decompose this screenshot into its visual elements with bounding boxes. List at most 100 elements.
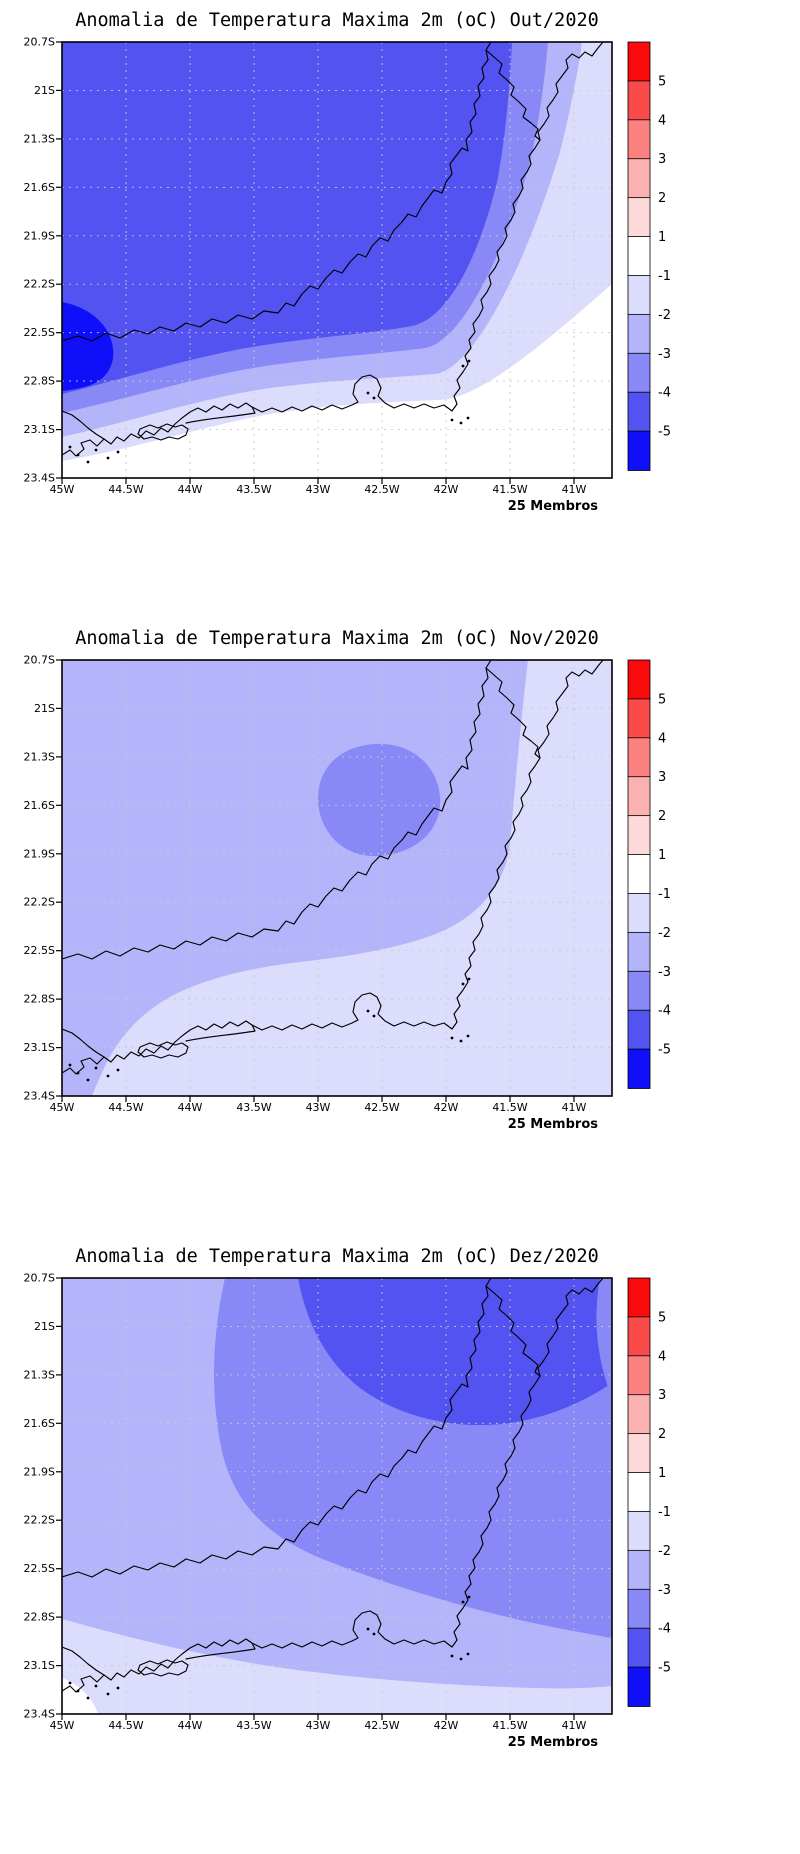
lat-tick-label: 22.8S [24, 993, 55, 1006]
colorbar-segment [627, 698, 651, 739]
colorbar-segment [627, 80, 651, 121]
lat-axis-labels: 20.7S 21S 21.3S 21.6S 21.9S 22.2S 22.5S 22.8S 23… [24, 36, 55, 485]
colorbar-segment [627, 313, 651, 355]
lat-tick-label: 23.4S [24, 472, 55, 485]
map-figure-out2020: Anomalia de Temperatura Maxima 2m (oC) O… [24, 10, 671, 514]
lon-axis-labels: 45W 44.5W 44W 43.5W 43W 42.5W 42W 41.5W 41W [50, 483, 587, 496]
band-minus3-blob [318, 743, 441, 857]
lon-tick-label: 45W [50, 1101, 75, 1114]
lat-tick-label: 21.3S [24, 1368, 55, 1381]
colorbar-tick-label: 3 [658, 152, 666, 167]
colorbar-segment [627, 1048, 651, 1089]
panel-title: Anomalia de Temperatura Maxima 2m (oC) N… [75, 628, 598, 649]
lon-tick-label: 42.5W [364, 1719, 399, 1732]
panel-dez2020: Anomalia de Temperatura Maxima 2m (oC) D… [0, 1236, 800, 1854]
band-minus1 [62, 1619, 612, 1714]
lat-tick-label: 21.3S [24, 750, 55, 763]
colorbar-tick-label: 2 [658, 809, 666, 824]
lat-tick-label: 21.9S [24, 229, 55, 242]
contour-field [62, 660, 612, 1096]
lat-axis-labels: 20.7S 21S 21.3S 21.6S 21.9S 22.2S 22.5S 22.8S 23… [24, 654, 55, 1103]
colorbar-tick-label: -1 [658, 1505, 671, 1520]
colorbar-segment [627, 1316, 651, 1357]
map-figure-nov2020: Anomalia de Temperatura Maxima 2m (oC) N… [24, 628, 671, 1132]
map-figure-dez2020: Anomalia de Temperatura Maxima 2m (oC) D… [24, 1246, 671, 1750]
contour-field [62, 42, 612, 478]
colorbar-segment [627, 1549, 651, 1591]
lat-tick-label: 21.6S [24, 1417, 55, 1430]
colorbar-segment [627, 776, 651, 817]
colorbar-segment [627, 352, 651, 394]
colorbar-tick-label: 2 [658, 1427, 666, 1442]
lat-tick-label: 21S [34, 84, 55, 97]
lon-tick-label: 41.5W [492, 483, 527, 496]
lon-tick-label: 41.5W [492, 1101, 527, 1114]
colorbar-segment [627, 1433, 651, 1474]
colorbar-segment [627, 1277, 651, 1318]
colorbar-tick-label: -2 [658, 926, 671, 941]
colorbar-segment [627, 158, 651, 199]
ensemble-members-label: 25 Membros [508, 1117, 599, 1132]
lat-tick-label: 22.8S [24, 1611, 55, 1624]
colorbar-tick-label: 4 [658, 731, 666, 746]
colorbar-tick-label: 5 [658, 74, 666, 89]
lon-tick-label: 42.5W [364, 483, 399, 496]
colorbar: 5 4 3 2 1 -1 -2 -3 -4 -5 [627, 659, 671, 1089]
lat-tick-label: 23.1S [24, 423, 55, 436]
lat-tick-label: 22.2S [24, 278, 55, 291]
lon-tick-label: 41.5W [492, 1719, 527, 1732]
colorbar-segment [627, 119, 651, 160]
colorbar-segment [627, 236, 651, 277]
colorbar-tick-label: -1 [658, 887, 671, 902]
colorbar-segment [627, 893, 651, 934]
lat-tick-label: 23.1S [24, 1041, 55, 1054]
colorbar-segment [627, 1666, 651, 1707]
lon-tick-label: 44.5W [108, 483, 143, 496]
colorbar-segment [627, 659, 651, 700]
colorbar-tick-label: 4 [658, 1349, 666, 1364]
colorbar-tick-label: 5 [658, 692, 666, 707]
lon-tick-label: 44W [178, 1101, 203, 1114]
panel-out2020: Anomalia de Temperatura Maxima 2m (oC) O… [0, 0, 800, 618]
lat-tick-label: 21.6S [24, 181, 55, 194]
band-near-zero [62, 284, 612, 478]
colorbar-segment [627, 275, 651, 316]
lat-tick-label: 22.5S [24, 326, 55, 339]
lat-tick-label: 22.5S [24, 1562, 55, 1575]
lon-tick-label: 43W [306, 1719, 331, 1732]
lat-tick-label: 21S [34, 702, 55, 715]
ensemble-members-label: 25 Membros [508, 1735, 599, 1750]
colorbar-tick-label: -3 [658, 965, 671, 980]
colorbar-tick-label: -2 [658, 1544, 671, 1559]
colorbar-tick-label: -4 [658, 386, 671, 401]
colorbar-tick-label: 3 [658, 770, 666, 785]
colorbar: 5 4 3 2 1 -1 -2 -3 -4 -5 [627, 41, 671, 471]
lat-tick-label: 22.2S [24, 1514, 55, 1527]
lat-tick-label: 21.6S [24, 799, 55, 812]
colorbar-tick-label: 1 [658, 230, 666, 245]
band-minus4-core [298, 1278, 612, 1426]
lat-tick-label: 22.5S [24, 944, 55, 957]
colorbar-tick-label: 1 [658, 1466, 666, 1481]
band-minus1 [62, 42, 612, 478]
lat-tick-label: 20.7S [24, 36, 55, 49]
lat-tick-label: 23.4S [24, 1708, 55, 1721]
lon-tick-label: 44W [178, 483, 203, 496]
panel-title: Anomalia de Temperatura Maxima 2m (oC) D… [75, 1246, 598, 1267]
colorbar-segment [627, 391, 651, 432]
lat-tick-label: 23.4S [24, 1090, 55, 1103]
colorbar-tick-label: 4 [658, 113, 666, 128]
colorbar-segment [627, 41, 651, 82]
lat-tick-label: 20.7S [24, 1272, 55, 1285]
colorbar-tick-label: 3 [658, 1388, 666, 1403]
lon-tick-label: 44.5W [108, 1719, 143, 1732]
colorbar-tick-label: -5 [658, 1043, 671, 1058]
lon-tick-label: 44.5W [108, 1101, 143, 1114]
lon-tick-label: 41W [562, 483, 587, 496]
colorbar-tick-label: -1 [658, 269, 671, 284]
lat-tick-label: 21S [34, 1320, 55, 1333]
colorbar-segment [627, 970, 651, 1012]
contour-field [62, 1278, 612, 1714]
lon-tick-label: 42W [434, 483, 459, 496]
lon-tick-label: 44W [178, 1719, 203, 1732]
